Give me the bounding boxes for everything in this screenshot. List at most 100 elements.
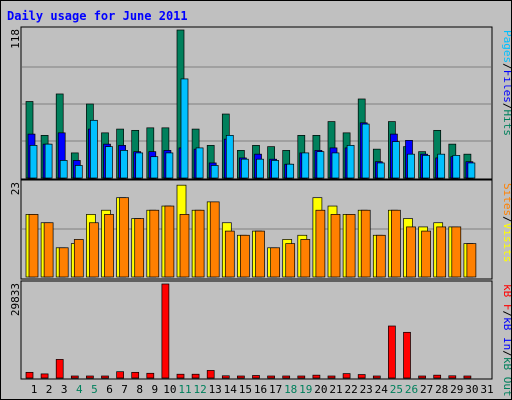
bar-sites	[451, 226, 462, 278]
bar-pages	[422, 155, 430, 179]
bar-kb-f	[221, 375, 230, 379]
bar-sites	[270, 247, 280, 278]
bar-kb-f	[357, 374, 366, 379]
bar-pages	[316, 151, 325, 179]
legend: Pages/Files/Hits	[501, 30, 511, 136]
legend-entry: Visits	[501, 223, 511, 263]
bar-pages	[90, 119, 98, 179]
y-max-label: 23	[9, 182, 22, 195]
x-tick-label: 1	[31, 383, 38, 396]
bar-kb-f	[433, 374, 442, 379]
bar-sites	[164, 205, 175, 278]
x-tick-label: 23	[360, 383, 373, 396]
bar-sites	[315, 209, 326, 278]
bar-kb-f	[252, 375, 260, 379]
bar-sites	[89, 222, 99, 278]
bar-kb-f	[55, 359, 64, 379]
bar-sites	[43, 222, 54, 278]
x-tick-label: 7	[121, 383, 128, 396]
bars	[25, 29, 477, 379]
bar-kb-f	[418, 375, 426, 379]
bar-kb-f	[70, 375, 79, 379]
x-tick-label: 15	[239, 383, 252, 396]
bar-sites	[209, 201, 220, 278]
bar-kb-f	[297, 375, 306, 379]
bar-pages	[135, 152, 144, 179]
bar-sites	[149, 209, 160, 278]
bar-kb-f	[463, 375, 472, 379]
legend-entry: kB Out	[501, 357, 511, 397]
bar-kb-f	[40, 373, 49, 379]
bar-sites	[58, 247, 69, 278]
bar-pages	[437, 153, 446, 179]
bar-kb-f	[342, 373, 351, 379]
x-tick-label: 6	[106, 383, 113, 396]
bar-sites	[391, 209, 401, 278]
x-tick-label: 30	[465, 383, 478, 396]
bar-sites	[300, 239, 311, 278]
x-tick-label: 26	[405, 383, 418, 396]
legend-entry: Files	[501, 70, 511, 103]
x-tick-label: 21	[329, 383, 342, 396]
bar-pages	[361, 123, 370, 179]
bar-kb-f	[206, 370, 215, 379]
x-tick-label: 16	[254, 383, 267, 396]
bar-pages	[301, 152, 310, 179]
bar-sites	[73, 239, 84, 278]
bar-sites	[104, 214, 114, 278]
x-tick-label: 22	[344, 383, 357, 396]
bar-pages	[271, 160, 279, 179]
x-tick-label: 5	[91, 383, 98, 396]
bar-sites	[179, 214, 190, 278]
bar-kb-f	[116, 371, 124, 379]
legend-entry: Sites	[501, 183, 511, 216]
x-tick-label: 11	[178, 383, 191, 396]
bar-pages	[195, 147, 204, 179]
bar-kb-f	[25, 371, 34, 379]
x-tick-label: 31	[480, 383, 493, 396]
bar-sites	[224, 230, 235, 278]
bar-sites	[436, 226, 447, 278]
y-max-labels: 118 23 29833	[9, 29, 22, 316]
bar-kb-f	[327, 375, 336, 379]
bar-pages	[74, 165, 83, 179]
x-tick-label: 28	[435, 383, 448, 396]
bar-sites	[134, 218, 145, 278]
bar-pages	[59, 160, 68, 179]
bar-kb-f	[191, 373, 200, 379]
x-tick-label: 4	[76, 383, 83, 396]
bar-pages	[105, 146, 113, 179]
x-tick-label: 25	[390, 383, 403, 396]
legend-entry: /	[501, 350, 511, 357]
bar-pages	[44, 143, 53, 179]
bar-pages	[452, 155, 461, 179]
bar-sites	[466, 243, 477, 278]
x-tick-label: 29	[450, 383, 463, 396]
bar-sites	[240, 234, 250, 278]
legend: kB F/kB In/kB Out	[501, 284, 511, 397]
bar-kb-f	[86, 375, 94, 379]
bar-sites	[330, 214, 341, 278]
bar-sites	[285, 243, 296, 278]
bar-pages	[180, 78, 189, 179]
bar-kb-f	[131, 371, 140, 379]
legend-entry: Hits	[501, 110, 511, 137]
bar-sites	[375, 234, 386, 278]
y-max-label: 118	[9, 29, 22, 49]
x-tick-label: 13	[209, 383, 222, 396]
legend-entry: /	[501, 63, 511, 70]
legend-entry: /	[501, 216, 511, 223]
bar-kb-f	[161, 283, 170, 379]
x-axis-labels: 1 2 3 4 5 6 7 8 9 10 11 12 13 14 15 16 17 18 19 20 21 22 23 24 2…	[31, 383, 494, 396]
bar-pages	[346, 145, 355, 179]
bar-kb-f	[403, 331, 411, 379]
x-tick-label: 17	[269, 383, 282, 396]
legend-entry: /	[501, 103, 511, 110]
legend-entry: kB F	[501, 284, 511, 311]
x-tick-label: 14	[224, 383, 238, 396]
bar-pages	[210, 165, 219, 179]
x-tick-label: 24	[375, 383, 389, 396]
